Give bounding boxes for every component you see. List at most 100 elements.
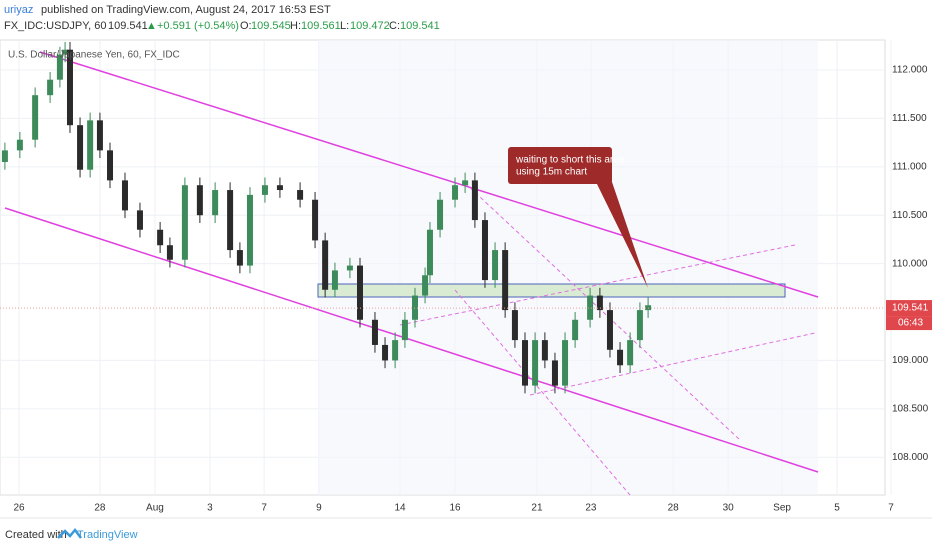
x-tick-label: Aug <box>146 503 164 514</box>
dashed-line <box>454 289 631 496</box>
footer-brand[interactable]: TradingView <box>77 529 138 541</box>
callout-text: using 15m chart <box>516 167 587 178</box>
candle-body <box>297 190 304 200</box>
x-tick-label: 16 <box>449 503 461 514</box>
x-tick-label: 3 <box>207 503 213 514</box>
x-tick-label: 23 <box>585 503 597 514</box>
candle-body <box>77 125 84 170</box>
logo <box>57 527 82 539</box>
x-tick-label: 28 <box>668 503 680 514</box>
candle-body <box>636 310 643 341</box>
callout-pointer <box>596 182 648 288</box>
candle-body <box>136 210 143 230</box>
c-label: C: <box>389 20 400 32</box>
candle-body <box>562 340 569 386</box>
candle-body <box>606 310 613 350</box>
candle-body <box>157 229 164 246</box>
candle-body <box>261 185 268 195</box>
footer <box>0 518 932 550</box>
candle-body <box>121 180 128 211</box>
candle-body <box>16 139 23 151</box>
y-tick-label: 109.000 <box>892 355 929 366</box>
candle-body <box>382 344 389 361</box>
candle-body <box>452 185 459 200</box>
chart-title: U.S. Dollar/Japanese Yen, 60, FX_IDC <box>8 50 180 61</box>
candle-body <box>181 185 188 260</box>
y-tick-label: 111.000 <box>892 161 927 172</box>
candle-body <box>392 340 399 361</box>
y-tick-label: 108.000 <box>892 452 929 463</box>
y-tick-label: 112.000 <box>892 65 928 76</box>
candle-body <box>246 194 253 266</box>
candle-body <box>331 270 338 290</box>
c: 109.541 <box>400 20 440 32</box>
candle-body <box>502 250 509 311</box>
candle-body <box>617 349 624 366</box>
candle-body <box>356 265 363 320</box>
candle-body <box>107 150 114 181</box>
o-label: O: <box>240 20 252 32</box>
countdown: 06:43 <box>898 318 923 329</box>
candle-body <box>322 240 329 290</box>
candle-body <box>166 245 173 260</box>
candle-body <box>522 340 529 386</box>
x-tick-label: 21 <box>531 503 543 514</box>
candle-body <box>437 199 444 230</box>
x-tick-label: 28 <box>94 503 106 514</box>
candle-body <box>627 340 634 366</box>
x-tick-label: Sep <box>773 503 791 514</box>
x-tick-label: 26 <box>13 503 25 514</box>
published: published on TradingView.com, August 24,… <box>41 4 331 16</box>
candle-body <box>196 185 203 216</box>
candle-body <box>236 250 243 266</box>
candle-body <box>596 295 603 311</box>
callout-text: waiting to short this area <box>515 155 625 166</box>
h: 109.561 <box>301 20 341 32</box>
candle-body <box>312 199 319 241</box>
candle-body <box>212 190 219 216</box>
candle-body <box>511 310 518 341</box>
candle-body <box>462 180 469 186</box>
candle-body <box>87 120 94 170</box>
x-tick-label: 9 <box>316 503 322 514</box>
candle-body <box>1 150 8 162</box>
candle-body <box>426 229 433 276</box>
last-price-box <box>886 300 932 317</box>
candle-body <box>32 95 39 140</box>
x-tick-label: 7 <box>888 503 894 514</box>
countdown-box <box>886 316 932 331</box>
channel-upper <box>39 51 819 298</box>
candle-body <box>492 250 499 281</box>
candle-body <box>62 49 69 55</box>
candle-body <box>66 49 73 126</box>
last-price-label: 109.541 <box>892 303 929 314</box>
candle-body <box>551 360 558 386</box>
callout <box>508 147 612 184</box>
arrow: ▲ <box>146 20 157 32</box>
y-tick-label: 110.500 <box>892 210 928 221</box>
shaded-area <box>318 40 818 495</box>
candle-body <box>587 295 594 320</box>
candle-body <box>541 340 548 361</box>
l: 109.472 <box>350 20 390 32</box>
candle-body <box>422 275 429 296</box>
candle-body <box>96 120 103 151</box>
change: +0.591 (+0.54%) <box>157 20 239 32</box>
candle-body <box>371 319 378 345</box>
y-tick-label: 108.500 <box>892 403 929 414</box>
candle-body <box>471 180 478 221</box>
candle-body <box>227 190 234 251</box>
symbol: FX_IDC:USDJPY, 60 <box>4 20 107 32</box>
author[interactable]: uriyaz <box>4 4 33 16</box>
x-tick-label: 14 <box>394 503 406 514</box>
footer-created: Created with <box>5 529 67 541</box>
o: 109.545 <box>251 20 291 32</box>
candle-body <box>481 220 488 281</box>
candle-body <box>276 185 283 191</box>
last: 109.541 <box>108 20 148 32</box>
candle-body <box>47 79 54 96</box>
x-tick-label: 5 <box>834 503 840 514</box>
candle-body <box>56 54 63 80</box>
x-tick-label: 30 <box>723 503 735 514</box>
